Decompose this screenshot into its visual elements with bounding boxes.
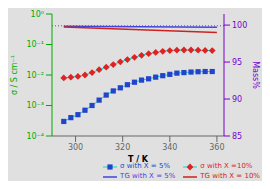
svg-text:Mass%: Mass% [251,61,260,89]
svg-text:100: 100 [232,21,247,30]
svg-text:10⁻²: 10⁻² [26,71,44,80]
html-text:TG with X = 5%: TG with X = 5% [120,172,176,180]
svg-text:10⁻⁴: 10⁻⁴ [26,132,44,141]
html-text:σ with X =10%: σ with X =10% [200,162,253,170]
svg-text:90: 90 [232,95,242,104]
svg-text:10⁻³: 10⁻³ [26,101,44,110]
svg-text:320: 320 [115,143,130,152]
html-text:TG with X = 10%: TG with X = 10% [200,172,260,180]
svg-text:340: 340 [162,143,177,152]
svg-text:300: 300 [68,143,83,152]
svg-text:95: 95 [232,58,242,67]
svg-text:10⁰: 10⁰ [31,10,44,19]
svg-text:10⁻¹: 10⁻¹ [26,40,44,49]
html-text:σ with X = 5%: σ with X = 5% [120,162,171,170]
svg-text:T / K: T / K [128,155,149,164]
svg-text:85: 85 [232,132,242,141]
svg-text:σ / S cm⁻¹: σ / S cm⁻¹ [10,55,19,95]
svg-text:360: 360 [209,143,224,152]
